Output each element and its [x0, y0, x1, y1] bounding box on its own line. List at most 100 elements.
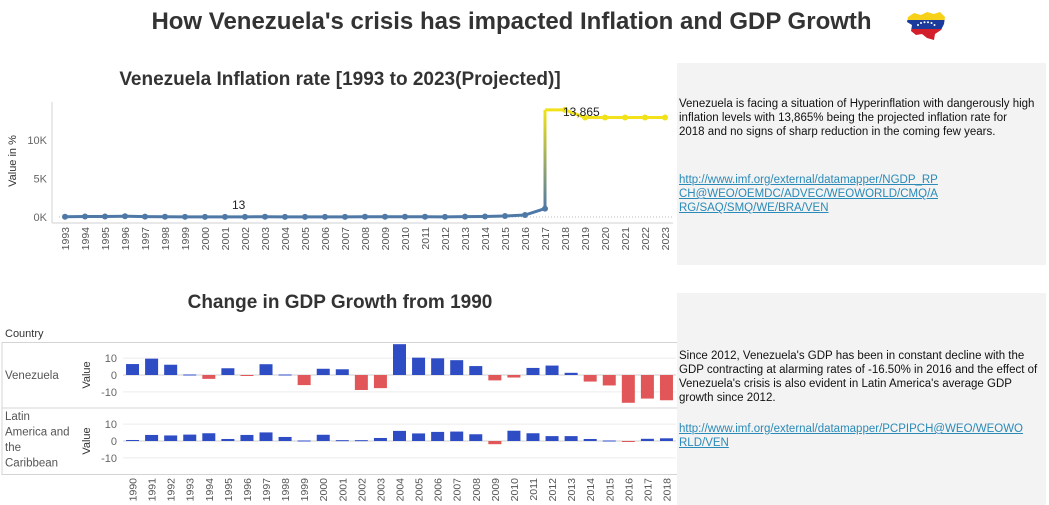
- x-tick-label: 2016: [623, 478, 635, 502]
- x-tick-label: 2015: [500, 227, 512, 251]
- x-tick-label: 2021: [620, 227, 632, 251]
- inflation-line-chart: 0K 5K 10K Value in % 1993 1994 1995 1996 1997 199…: [7, 102, 673, 251]
- x-tick-label: 1995: [100, 227, 112, 251]
- gdp-bar: [164, 435, 178, 441]
- inflation-point: [82, 213, 88, 220]
- gdp-bar: [278, 436, 292, 441]
- inflation-source-link[interactable]: http://www.imf.org/external/datamapper/N…: [679, 174, 938, 214]
- x-tick-label: 2017: [642, 478, 654, 502]
- x-tick-label: 2003: [375, 478, 387, 502]
- x-tick-label: 2010: [400, 227, 412, 251]
- gdp-bar: [545, 436, 559, 441]
- venezuela-map-flag-icon: [907, 12, 945, 40]
- x-tick-label: 2007: [452, 478, 464, 502]
- inflation-point: [542, 205, 548, 212]
- inflation-point: [122, 213, 128, 220]
- inflation-point: [282, 213, 288, 220]
- x-tick-label: 2015: [604, 478, 616, 502]
- gdp-growth-bar-chart: 10 0 -10 Value Venezuela 10 0 -10 Value Latin Amer…: [1, 342, 679, 502]
- gdp-bar: [583, 375, 597, 382]
- gdp-bar: [412, 433, 426, 441]
- gdp-bar: [278, 374, 292, 376]
- x-tick-label: 1999: [180, 227, 192, 251]
- x-tick-label: 1994: [80, 227, 92, 251]
- gdp-bar: [126, 364, 140, 375]
- y-axis-label: Value: [81, 361, 93, 388]
- gdp-bar: [297, 440, 311, 442]
- gdp-bar: [164, 364, 178, 375]
- inflation-point: [182, 213, 188, 220]
- gdp-bar: [526, 367, 540, 375]
- inflation-point: [462, 213, 468, 220]
- x-tick-label: 1998: [160, 227, 172, 251]
- inflation-point: [382, 213, 388, 220]
- gdp-description: Since 2012, Venezuela's GDP has been in …: [679, 350, 1038, 404]
- x-tick-label: 2009: [380, 227, 392, 251]
- gdp-bar: [469, 366, 483, 375]
- gdp-bar: [602, 440, 616, 442]
- gdp-bar: [145, 434, 159, 441]
- x-tick-label: 2001: [220, 227, 232, 251]
- x-tick-label: 2008: [471, 478, 483, 502]
- inflation-point: [322, 213, 328, 220]
- gdp-bar: [507, 430, 521, 441]
- gdp-info-panel: Since 2012, Venezuela's GDP has been in …: [677, 293, 1046, 505]
- inflation-point: [442, 213, 448, 220]
- inflation-point: [642, 114, 648, 121]
- gdp-bar: [316, 368, 330, 375]
- gdp-source-link[interactable]: http://www.imf.org/external/datamapper/P…: [679, 423, 1023, 449]
- gdp-bar: [488, 441, 502, 445]
- x-tick-label: 2002: [356, 478, 368, 502]
- x-tick-label: 2022: [640, 227, 652, 251]
- x-tick-label: 1991: [147, 478, 159, 502]
- x-tick-label: 2005: [300, 227, 312, 251]
- x-tick-label: 2012: [547, 478, 559, 502]
- x-tick-label: 1994: [204, 478, 216, 502]
- x-tick-label: 2017: [540, 227, 552, 251]
- gdp-bar: [373, 375, 387, 389]
- x-tick-label: 1995: [223, 478, 235, 502]
- inflation-point: [162, 213, 168, 220]
- x-tick-label: 2007: [340, 227, 352, 251]
- x-tick-label: 1990: [128, 478, 140, 502]
- inflation-point: [262, 213, 268, 220]
- x-tick-label: 2020: [600, 227, 612, 251]
- gdp-bar: [564, 372, 578, 375]
- x-tick-label: 2003: [260, 227, 272, 251]
- x-tick-label: 1997: [261, 478, 273, 502]
- x-tick-label: 1993: [185, 478, 197, 502]
- country-column-header: Country: [5, 328, 44, 340]
- x-tick-label: 2013: [566, 478, 578, 502]
- x-tick-label: 2014: [480, 227, 492, 251]
- gdp-bar: [393, 430, 406, 441]
- x-tick-label: 2010: [509, 478, 521, 502]
- x-tick-label: 2023: [660, 227, 672, 251]
- gdp-bar: [240, 434, 254, 441]
- y-axis-label: Value: [81, 427, 93, 454]
- gdp-bar: [431, 358, 445, 375]
- x-tick-label: 1999: [299, 478, 311, 502]
- x-tick-label: 1993: [60, 227, 72, 251]
- inflation-point: [62, 213, 68, 220]
- data-label: 13: [232, 198, 246, 212]
- gdp-bar: [202, 433, 216, 441]
- gdp-bar: [659, 375, 673, 401]
- gdp-bar: [202, 375, 216, 379]
- inflation-point: [522, 212, 528, 219]
- gdp-bar: [335, 369, 349, 375]
- y-tick-label: 5K: [34, 173, 48, 185]
- x-tick-label: 2006: [433, 478, 445, 502]
- inflation-description: Venezuela is facing a situation of Hyper…: [679, 98, 1035, 138]
- gdp-bar: [393, 344, 406, 375]
- x-tick-label: 2018: [661, 478, 673, 502]
- x-tick-label: 1997: [140, 227, 152, 251]
- inflation-chart-title: Venezuela Inflation rate [1993 to 2023(P…: [119, 69, 561, 90]
- inflation-point: [402, 213, 408, 220]
- x-tick-label: 2019: [580, 227, 592, 251]
- x-tick-label: 2000: [318, 478, 330, 502]
- gdp-bar: [431, 431, 445, 441]
- x-tick-label: 2016: [520, 227, 532, 251]
- inflation-point: [222, 213, 228, 220]
- gdp-bar: [354, 375, 368, 390]
- x-tick-label: 1992: [166, 478, 178, 502]
